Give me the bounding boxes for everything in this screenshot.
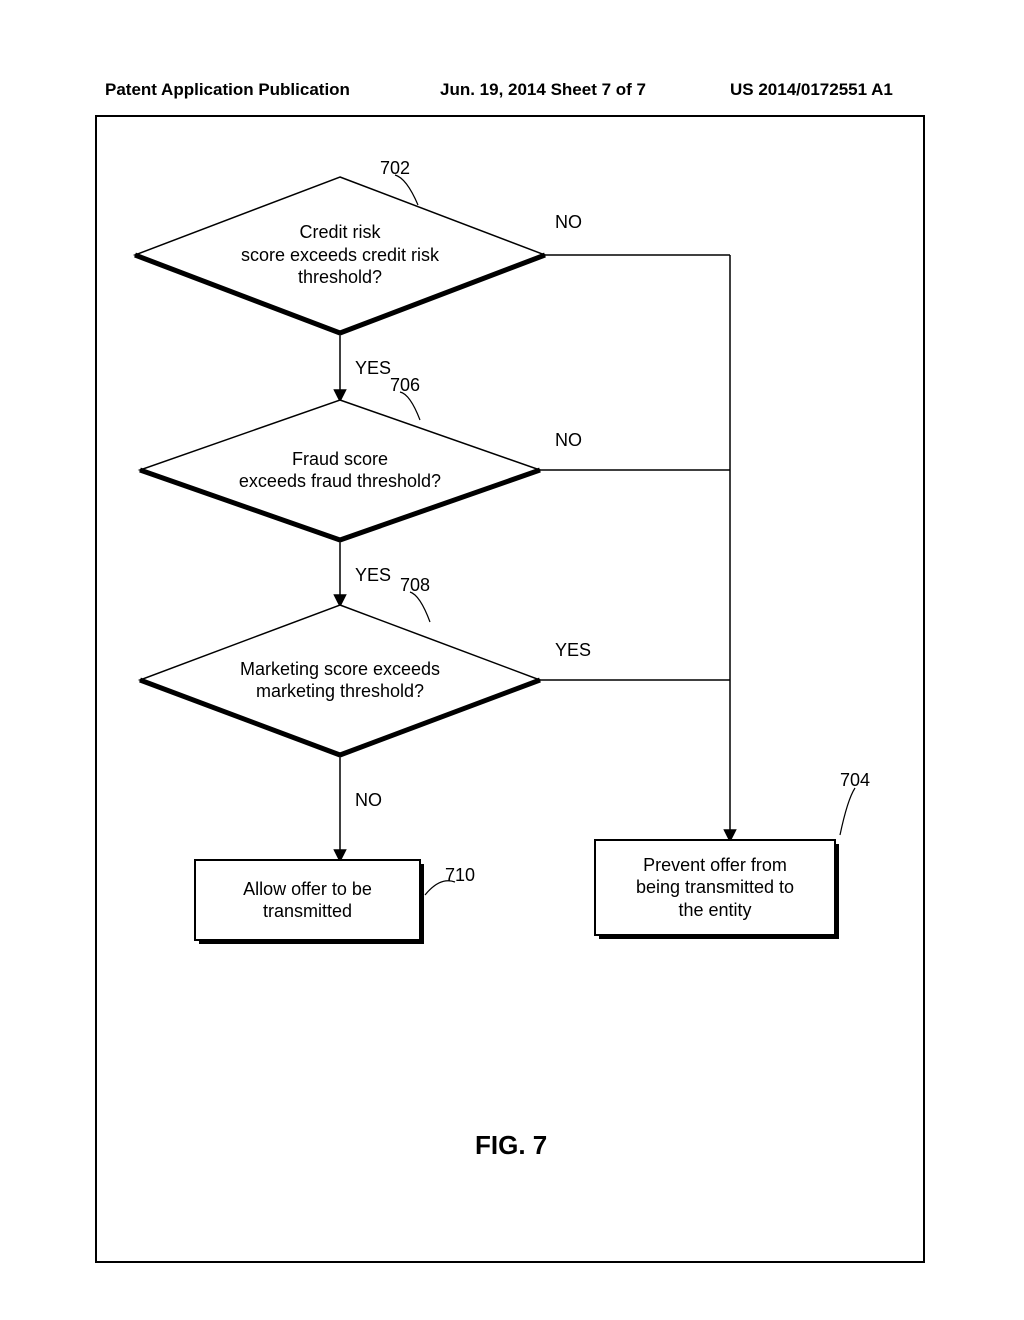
edge-702-yes: YES: [355, 358, 391, 379]
decision-706-text: Fraud scoreexceeds fraud threshold?: [200, 448, 480, 493]
flowchart-canvas: [0, 0, 1024, 1320]
process-710-text: Allow offer to betransmitted: [195, 878, 420, 923]
edge-702-no: NO: [555, 212, 582, 233]
ref-704: 704: [840, 770, 870, 791]
decision-708-text: Marketing score exceedsmarketing thresho…: [200, 658, 480, 703]
page: Patent Application Publication Jun. 19, …: [0, 0, 1024, 1320]
edge-708-yes: YES: [555, 640, 591, 661]
figure-label: FIG. 7: [475, 1130, 547, 1161]
ref-702: 702: [380, 158, 410, 179]
edge-708-no: NO: [355, 790, 382, 811]
ref-710: 710: [445, 865, 475, 886]
edge-706-yes: YES: [355, 565, 391, 586]
process-704-text: Prevent offer frombeing transmitted toth…: [595, 854, 835, 922]
ref-706: 706: [390, 375, 420, 396]
edge-706-no: NO: [555, 430, 582, 451]
ref-708: 708: [400, 575, 430, 596]
decision-702-text: Credit riskscore exceeds credit riskthre…: [197, 221, 484, 289]
